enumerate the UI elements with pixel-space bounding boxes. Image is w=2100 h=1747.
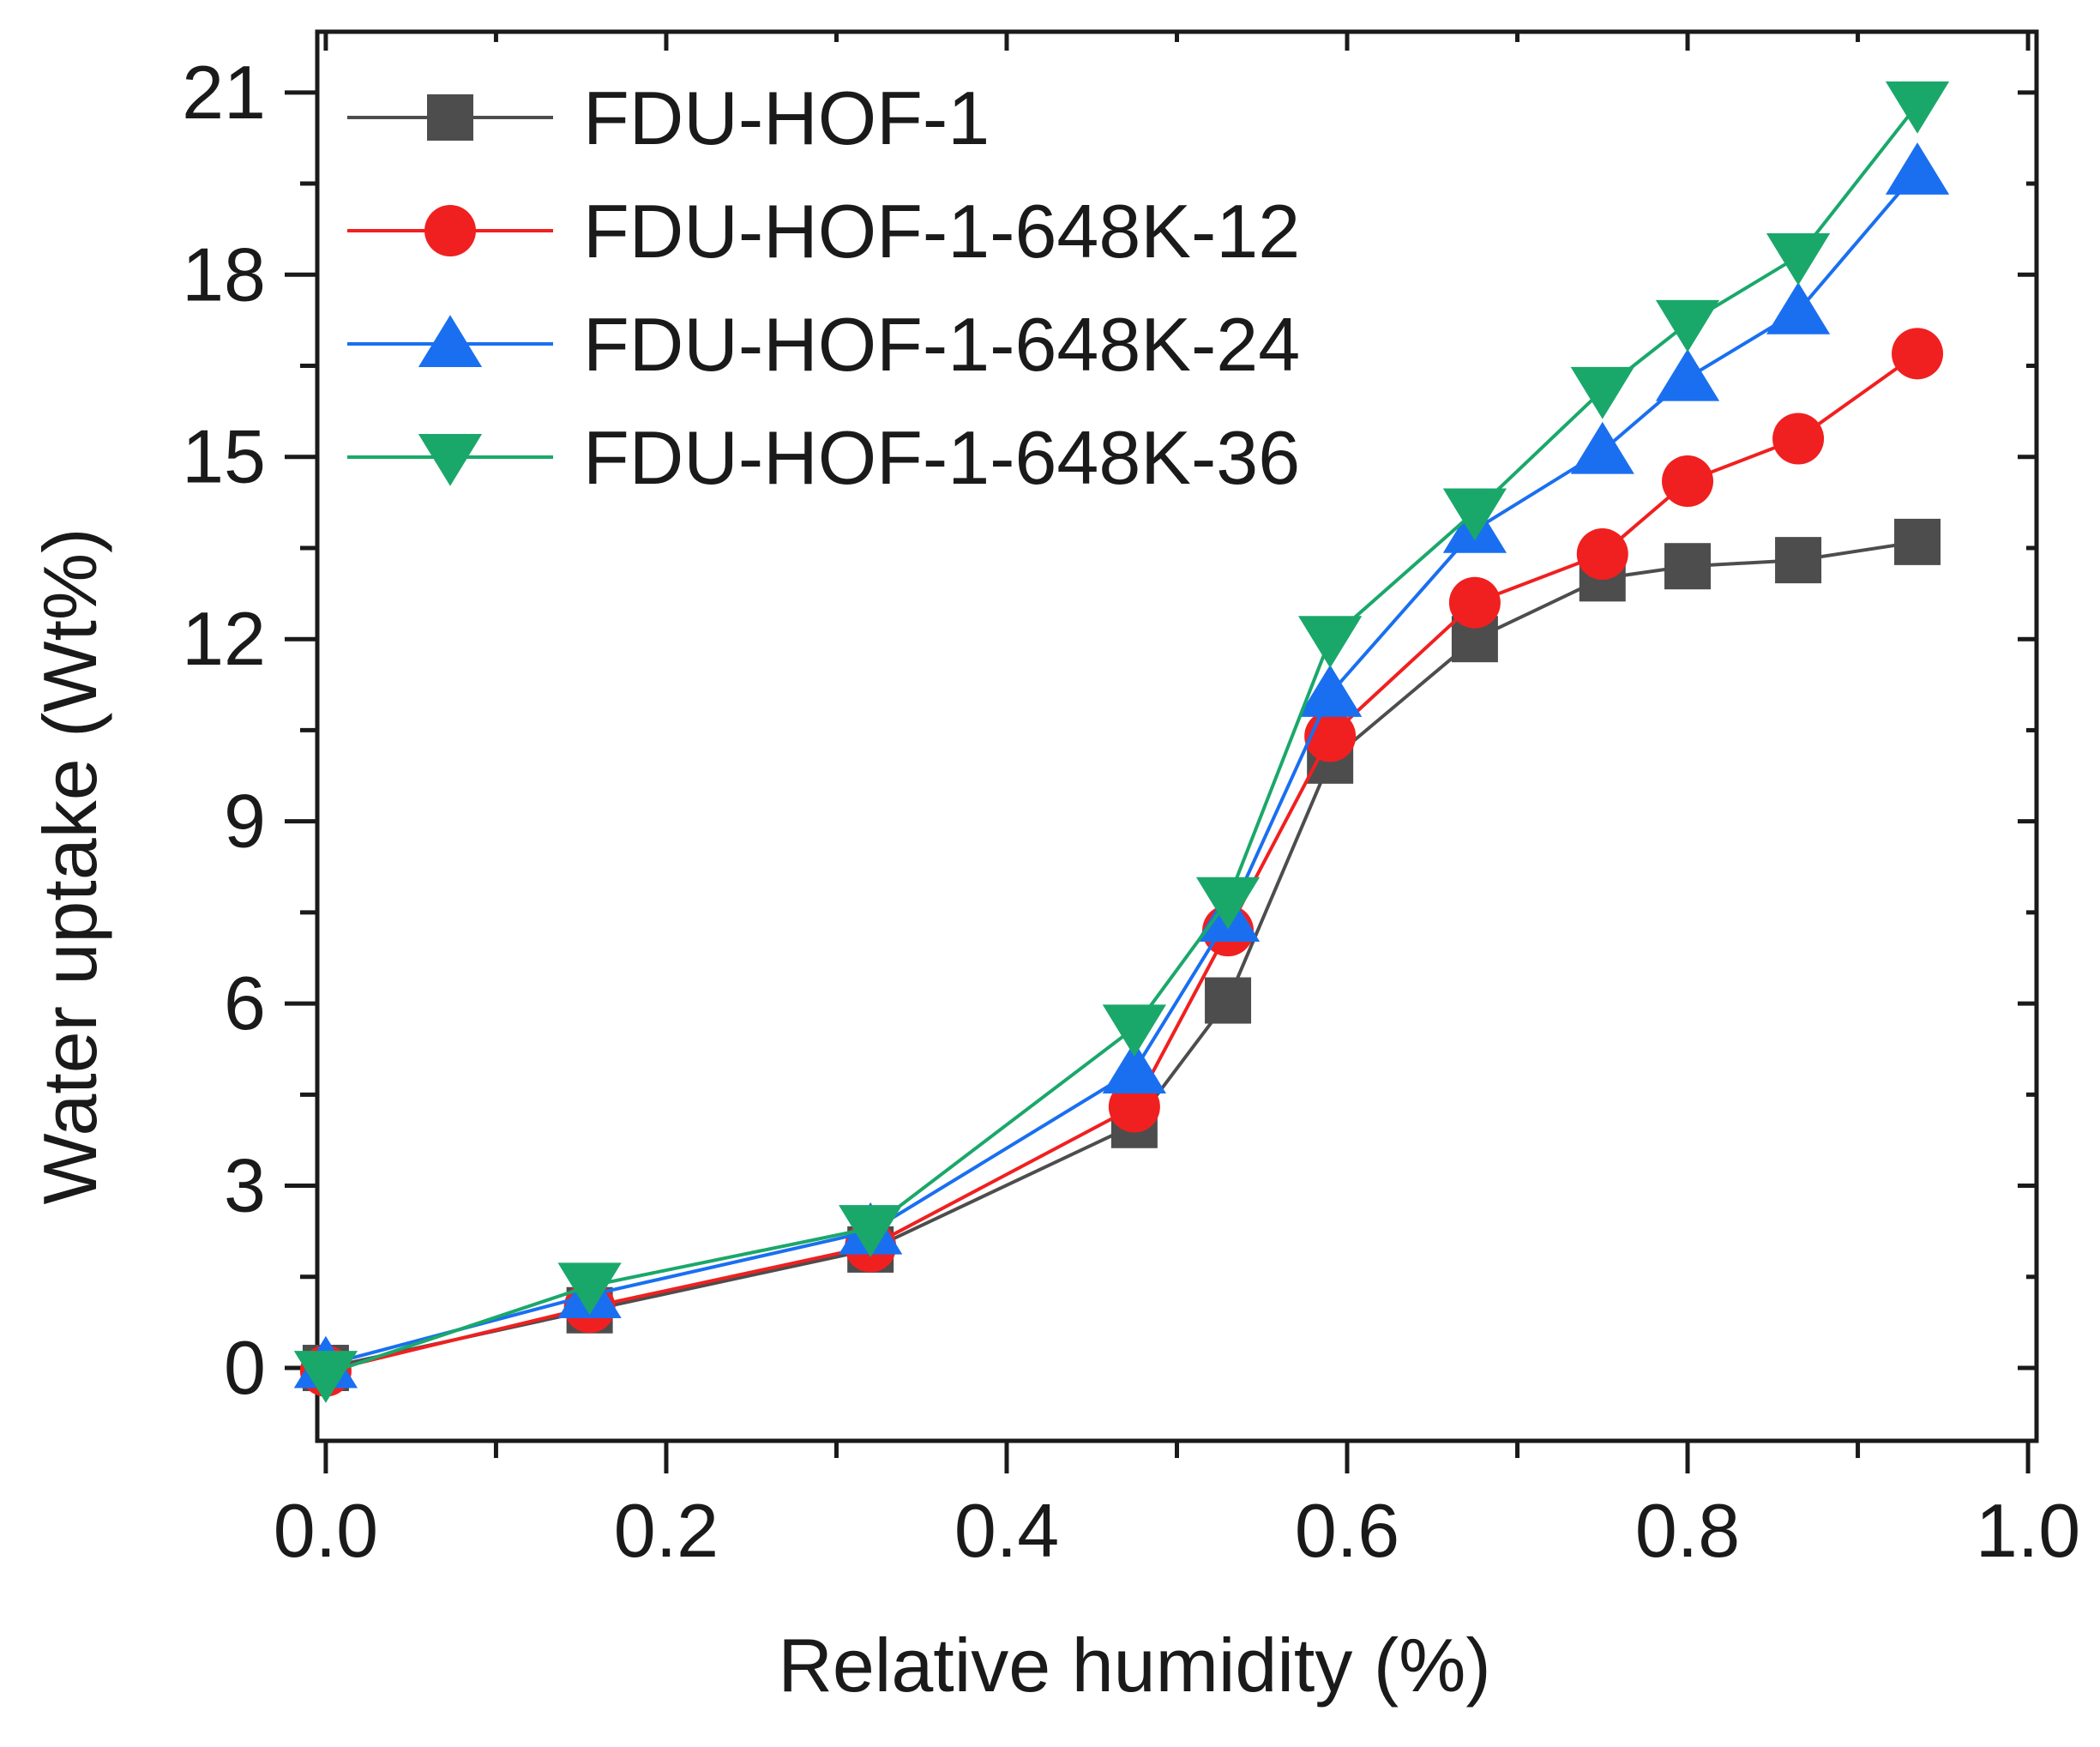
x-axis-title: Relative humidity (%): [778, 1623, 1490, 1708]
data-point: [839, 1205, 903, 1257]
data-point: [1102, 1041, 1166, 1094]
data-point: [1448, 576, 1501, 629]
data-point: [1664, 543, 1712, 590]
y-axis-title: Water uptake (Wt%): [27, 528, 112, 1205]
legend-item: FDU-HOF-1-648K-12: [347, 189, 1300, 274]
axes-layer: 0.0 0.2 0.4 0.6 0.8 1.0 0 3 6 9 12 15 18 21: [182, 29, 2080, 1573]
x-tick-label: 0.2: [614, 1488, 719, 1573]
data-point: [1885, 142, 1950, 195]
data-point: [1108, 1081, 1160, 1133]
legend-item: FDU-HOF-1: [347, 75, 990, 160]
data-point: [1766, 282, 1831, 334]
legend-marker: [424, 205, 476, 256]
data-point: [1766, 233, 1831, 286]
data-point: [1570, 421, 1634, 474]
y-tick-label: 18: [182, 232, 266, 316]
y-tick-label: 3: [224, 1143, 266, 1228]
series-4: [293, 81, 1950, 1403]
x-tick-label: 0.6: [1295, 1488, 1399, 1573]
x-tick-label: 1.0: [1976, 1488, 2080, 1573]
data-point: [1205, 977, 1252, 1024]
data-point: [1885, 81, 1950, 134]
data-point: [1662, 455, 1714, 508]
data-point: [1576, 528, 1628, 581]
legend-item: FDU-HOF-1-648K-24: [347, 302, 1300, 387]
legend: FDU-HOF-1 FDU-HOF-1-648K-12 FDU-HOF-1-648K…: [347, 75, 1300, 500]
legend-item: FDU-HOF-1-648K-36: [347, 415, 1300, 500]
series-line: [325, 539, 1918, 1370]
legend-label: FDU-HOF-1-648K-24: [583, 302, 1300, 387]
y-tick-label: 9: [224, 779, 266, 864]
series-layer: [293, 81, 1950, 1403]
data-point: [1775, 537, 1822, 584]
legend-label: FDU-HOF-1-648K-36: [583, 415, 1300, 500]
data-point: [1655, 348, 1720, 401]
y-tick-label: 6: [224, 961, 266, 1045]
legend-label: FDU-HOF-1: [583, 75, 990, 160]
data-point: [1442, 488, 1507, 541]
legend-marker: [418, 434, 483, 486]
data-point: [1298, 665, 1363, 717]
data-point: [1298, 616, 1363, 668]
y-tick-label: 12: [182, 596, 266, 681]
x-tick-label: 0.4: [954, 1488, 1059, 1573]
y-tick-label: 15: [182, 414, 266, 499]
series-1: [302, 518, 1941, 1392]
x-tick-label: 0.8: [1635, 1488, 1740, 1573]
y-tick-label: 0: [224, 1325, 266, 1410]
series-line: [325, 103, 1919, 1376]
data-point: [557, 1262, 622, 1316]
series-line: [325, 352, 1919, 1373]
data-point: [293, 1351, 358, 1403]
data-point: [1655, 299, 1720, 352]
legend-label: FDU-HOF-1-648K-12: [583, 189, 1300, 274]
data-point: [1102, 1004, 1166, 1057]
x-tick-label: 0.0: [274, 1488, 378, 1573]
legend-marker: [418, 315, 483, 367]
data-point: [1894, 518, 1941, 565]
data-point: [1772, 413, 1825, 465]
data-point: [1892, 328, 1944, 380]
y-tick-label: 21: [182, 50, 266, 135]
data-point: [1570, 366, 1634, 419]
data-point: [1195, 877, 1261, 930]
legend-marker: [427, 94, 473, 141]
